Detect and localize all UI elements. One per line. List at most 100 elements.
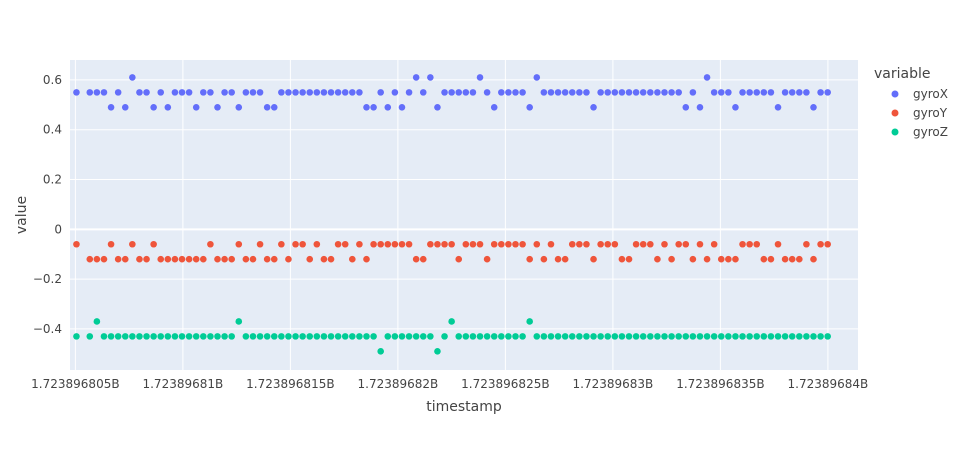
- data-point[interactable]: [767, 255, 775, 263]
- data-point[interactable]: [299, 333, 306, 340]
- data-point[interactable]: [668, 333, 675, 340]
- data-point[interactable]: [519, 89, 526, 96]
- data-point[interactable]: [384, 240, 392, 248]
- data-point[interactable]: [490, 333, 498, 340]
- data-point[interactable]: [93, 255, 101, 263]
- data-point[interactable]: [256, 89, 264, 96]
- data-point[interactable]: [398, 333, 406, 340]
- data-point[interactable]: [590, 104, 597, 111]
- data-point[interactable]: [647, 89, 654, 96]
- data-point[interactable]: [725, 333, 732, 340]
- data-point[interactable]: [767, 333, 775, 340]
- data-point[interactable]: [483, 255, 491, 263]
- data-point[interactable]: [526, 318, 533, 325]
- data-point[interactable]: [654, 89, 661, 96]
- data-point[interactable]: [320, 255, 328, 263]
- data-point[interactable]: [391, 240, 399, 248]
- data-point[interactable]: [796, 89, 803, 96]
- data-point[interactable]: [498, 333, 505, 340]
- data-point[interactable]: [299, 89, 306, 96]
- data-point[interactable]: [632, 240, 640, 248]
- data-point[interactable]: [228, 255, 235, 263]
- data-point[interactable]: [689, 333, 697, 340]
- data-point[interactable]: [774, 240, 782, 248]
- data-point[interactable]: [540, 255, 548, 263]
- data-point[interactable]: [143, 255, 150, 263]
- data-point[interactable]: [746, 333, 753, 340]
- data-point[interactable]: [618, 333, 626, 340]
- data-point[interactable]: [682, 333, 690, 340]
- data-point[interactable]: [136, 255, 143, 263]
- data-point[interactable]: [547, 89, 555, 96]
- data-point[interactable]: [476, 74, 484, 81]
- data-point[interactable]: [576, 240, 583, 248]
- data-point[interactable]: [185, 333, 193, 340]
- data-point[interactable]: [774, 104, 782, 111]
- data-point[interactable]: [760, 89, 768, 96]
- data-point[interactable]: [419, 89, 427, 96]
- data-point[interactable]: [356, 333, 363, 340]
- data-point[interactable]: [476, 240, 484, 248]
- data-point[interactable]: [781, 333, 789, 340]
- data-point[interactable]: [200, 255, 207, 263]
- data-point[interactable]: [412, 74, 420, 81]
- data-point[interactable]: [512, 240, 519, 248]
- data-point[interactable]: [356, 240, 363, 248]
- data-point[interactable]: [263, 255, 271, 263]
- data-point[interactable]: [200, 333, 207, 340]
- data-point[interactable]: [703, 74, 711, 81]
- data-point[interactable]: [824, 333, 831, 340]
- data-point[interactable]: [285, 333, 292, 340]
- data-point[interactable]: [554, 89, 562, 96]
- data-point[interactable]: [611, 333, 619, 340]
- data-point[interactable]: [200, 89, 207, 96]
- data-point[interactable]: [441, 333, 448, 340]
- data-point[interactable]: [285, 89, 292, 96]
- data-point[interactable]: [561, 333, 569, 340]
- data-point[interactable]: [462, 240, 470, 248]
- data-point[interactable]: [498, 240, 505, 248]
- data-point[interactable]: [270, 333, 278, 340]
- data-point[interactable]: [107, 240, 115, 248]
- data-point[interactable]: [370, 104, 377, 111]
- data-point[interactable]: [647, 240, 654, 248]
- data-point[interactable]: [292, 89, 299, 96]
- data-point[interactable]: [647, 333, 654, 340]
- data-point[interactable]: [391, 333, 399, 340]
- data-point[interactable]: [121, 333, 129, 340]
- data-point[interactable]: [278, 89, 285, 96]
- data-point[interactable]: [668, 255, 675, 263]
- data-point[interactable]: [675, 89, 682, 96]
- data-point[interactable]: [136, 333, 143, 340]
- legend-marker[interactable]: [891, 90, 899, 98]
- data-point[interactable]: [320, 89, 328, 96]
- data-point[interactable]: [143, 89, 150, 96]
- data-point[interactable]: [561, 89, 569, 96]
- data-point[interactable]: [327, 255, 335, 263]
- data-point[interactable]: [164, 333, 172, 340]
- data-point[interactable]: [249, 89, 257, 96]
- data-point[interactable]: [242, 333, 250, 340]
- data-point[interactable]: [810, 255, 817, 263]
- data-point[interactable]: [313, 89, 321, 96]
- data-point[interactable]: [448, 89, 455, 96]
- data-point[interactable]: [178, 333, 186, 340]
- data-point[interactable]: [732, 255, 739, 263]
- legend-label[interactable]: gyroY: [913, 106, 948, 120]
- data-point[interactable]: [384, 104, 392, 111]
- data-point[interactable]: [171, 333, 179, 340]
- data-point[interactable]: [164, 104, 172, 111]
- data-point[interactable]: [533, 74, 541, 81]
- data-point[interactable]: [824, 240, 831, 248]
- data-point[interactable]: [164, 255, 172, 263]
- data-point[interactable]: [696, 240, 704, 248]
- data-point[interactable]: [512, 333, 519, 340]
- data-point[interactable]: [781, 255, 789, 263]
- data-point[interactable]: [448, 318, 455, 325]
- data-point[interactable]: [349, 333, 356, 340]
- data-point[interactable]: [611, 89, 619, 96]
- data-point[interactable]: [207, 89, 214, 96]
- legend-label[interactable]: gyroX: [913, 87, 948, 101]
- data-point[interactable]: [597, 333, 604, 340]
- data-point[interactable]: [285, 255, 292, 263]
